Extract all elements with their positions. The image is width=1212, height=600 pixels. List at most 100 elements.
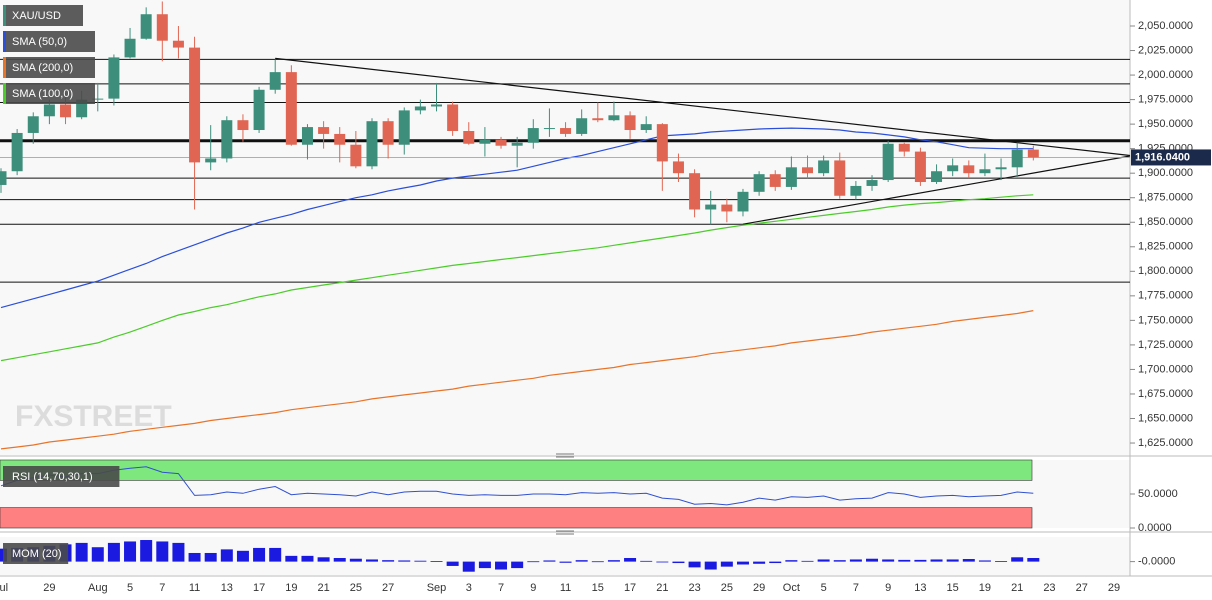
indicator-bar	[430, 561, 443, 562]
indicator-bar	[478, 561, 491, 569]
indicator-bar	[978, 560, 991, 562]
candle-body	[205, 158, 217, 163]
x-tick-label: 19	[979, 582, 991, 594]
legend-label: MOM (20)	[12, 548, 62, 560]
indicator-bar	[962, 559, 975, 562]
x-tick-label: 25	[350, 582, 362, 594]
y-tick-label: 1,625.0000	[1138, 437, 1193, 449]
candle-body	[963, 165, 975, 174]
indicator-bar	[833, 560, 846, 562]
indicator-bar	[753, 561, 766, 564]
indicator-bar	[349, 558, 362, 562]
indicator-bar	[365, 559, 378, 562]
y-tick-label: 1,950.0000	[1138, 118, 1193, 130]
indicator-bar	[640, 560, 653, 562]
candle-body	[834, 160, 846, 196]
candle-body	[592, 118, 604, 121]
legend-box	[3, 543, 69, 564]
x-tick-label: 21	[1011, 582, 1023, 594]
trend-line	[742, 155, 1131, 225]
resize-handle[interactable]	[556, 530, 574, 535]
candle-body	[108, 57, 120, 99]
y-tick-label: 1,775.0000	[1138, 290, 1193, 302]
indicator-bar	[624, 558, 637, 562]
candle-body	[301, 127, 313, 145]
candle-body	[1027, 149, 1039, 158]
x-tick-label: 23	[688, 582, 700, 594]
candle-body	[0, 171, 7, 185]
candle-body	[11, 132, 23, 172]
candle-body	[931, 171, 943, 183]
candle-body	[156, 14, 168, 41]
candle-body	[640, 124, 652, 131]
indicator-bar	[140, 540, 153, 562]
candle-body	[769, 174, 781, 187]
candle-body	[237, 120, 249, 131]
candle-body	[140, 14, 152, 39]
indicator-bar	[333, 558, 346, 562]
candle-body	[253, 89, 265, 131]
legend-box	[3, 5, 83, 26]
indicator-bar	[253, 547, 266, 562]
legend: XAU/USD SMA (50,0) SMA (200,0) SMA (100,0)	[3, 5, 95, 104]
x-tick-label: Aug	[88, 582, 108, 594]
candle-body	[721, 204, 733, 212]
candle-body	[366, 121, 378, 167]
indicator-bar	[301, 555, 314, 562]
candle-body	[689, 173, 701, 210]
rsi-band	[0, 459, 1033, 481]
x-tick-label: 13	[914, 582, 926, 594]
candle-body	[737, 191, 749, 212]
y-tick-label: 1,875.0000	[1138, 192, 1193, 204]
indicator-bar	[269, 547, 282, 562]
indicator-bar	[204, 552, 217, 562]
candle-body	[285, 72, 297, 145]
candle-body	[818, 160, 830, 174]
indicator-bar	[930, 559, 943, 562]
candle-body	[350, 144, 362, 167]
main-panel	[0, 0, 1130, 455]
y-tick-label: 1,850.0000	[1138, 216, 1193, 228]
indicator-bar	[317, 557, 330, 562]
indicator-line	[0, 466, 1034, 506]
sma-line	[0, 194, 1034, 362]
candle-body	[656, 124, 668, 162]
candle-body	[318, 127, 330, 134]
legend-box	[3, 57, 95, 78]
legend-swatch	[3, 31, 6, 52]
indicator-bar	[720, 561, 733, 567]
legend-label: SMA (200,0)	[12, 62, 73, 74]
candle-body	[189, 47, 201, 163]
candle-body	[560, 128, 572, 134]
indicator-bar	[446, 561, 459, 566]
indicator-bar	[882, 559, 895, 562]
resize-handle[interactable]	[556, 453, 574, 458]
candle-body	[43, 104, 55, 117]
y-tick-label: 1,825.0000	[1138, 241, 1193, 253]
indicator-bar	[914, 559, 927, 562]
candle-body	[947, 165, 959, 172]
y-tick-label: 1,975.0000	[1138, 94, 1193, 106]
indicator-bar	[543, 560, 556, 562]
y-tick-label: 1,800.0000	[1138, 265, 1193, 277]
candle-body	[882, 143, 894, 181]
legend-box	[3, 466, 120, 487]
indicator-bar	[107, 542, 120, 562]
x-tick-label: 9	[530, 582, 536, 594]
candle-body	[124, 38, 136, 58]
indicator-bar	[736, 561, 749, 565]
y-tick-label: -0.0000	[1138, 556, 1175, 568]
last-price-box	[1131, 149, 1211, 166]
x-tick-label: 13	[221, 582, 233, 594]
candle-body	[898, 143, 910, 152]
indicator-bar	[575, 560, 588, 562]
candle-body	[60, 104, 72, 118]
indicator-bar	[414, 560, 427, 562]
y-tick-label: 1,650.0000	[1138, 412, 1193, 424]
last-price-label: 1,916.0400	[1135, 151, 1190, 163]
x-tick-label: 27	[1076, 582, 1088, 594]
x-tick-label: 29	[43, 582, 55, 594]
x-tick-label: 7	[498, 582, 504, 594]
y-tick-label: 1,675.0000	[1138, 388, 1193, 400]
